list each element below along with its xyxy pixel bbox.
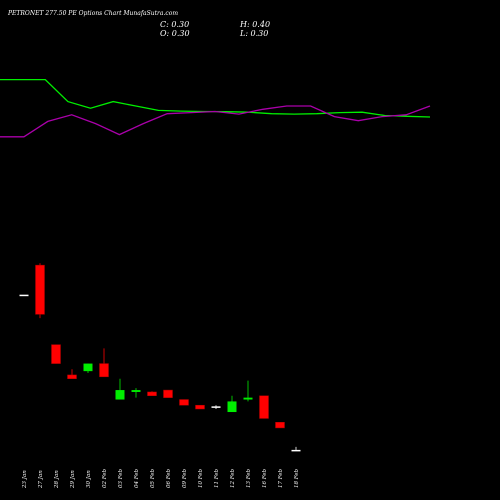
x-tick-label: 10 Feb	[198, 468, 204, 488]
candle-body	[243, 397, 253, 400]
candle-body	[99, 363, 109, 378]
x-tick-label: 23 Jan	[22, 470, 28, 489]
candle	[227, 395, 237, 413]
candle-body	[211, 406, 221, 408]
x-tick-label: 28 Jan	[54, 470, 60, 489]
candle-body	[147, 391, 157, 397]
candle	[83, 363, 93, 374]
candle-body	[35, 264, 45, 315]
x-tick-label: 29 Jan	[70, 470, 76, 489]
candle	[291, 446, 301, 452]
candle-body	[163, 389, 173, 398]
candle	[147, 391, 157, 397]
candle-body	[179, 399, 189, 406]
candle	[195, 404, 205, 410]
candle-body	[19, 294, 29, 297]
chart-title: PETRONET 277.50 PE Options Chart MunafaS…	[8, 10, 179, 17]
candle	[51, 344, 61, 364]
x-tick-label: 11 Feb	[214, 468, 220, 488]
indicator-lines	[0, 78, 431, 138]
candle	[67, 369, 77, 379]
x-tick-label: 02 Feb	[102, 468, 108, 488]
candle	[259, 395, 269, 419]
candle-body	[227, 401, 237, 413]
candle-body	[275, 422, 285, 429]
x-tick-label: 03 Feb	[118, 468, 124, 488]
x-tick-label: 30 Jan	[86, 470, 92, 488]
x-axis-labels: 23 Jan 27 Jan 28 Jan 29 Jan 30 Jan 02 Feb 03 F…	[22, 468, 300, 489]
candle	[243, 380, 253, 402]
x-tick-label: 06 Feb	[166, 468, 172, 488]
x-tick-label: 12 Feb	[230, 468, 236, 488]
candle-body	[195, 404, 205, 410]
x-tick-label: 18 Feb	[294, 468, 300, 488]
x-tick-label: 27 Jan	[38, 470, 44, 489]
candle	[179, 399, 189, 406]
candle	[211, 405, 221, 409]
candle	[131, 388, 141, 398]
candles	[19, 263, 301, 452]
candle-body	[67, 374, 77, 379]
x-tick-label: 17 Feb	[278, 468, 284, 488]
close-value: C: 0.30	[160, 20, 190, 29]
x-tick-label: 09 Feb	[182, 468, 188, 488]
x-tick-label: 16 Feb	[262, 468, 268, 488]
candle	[19, 294, 29, 297]
high-value: H: 0.40	[240, 20, 271, 29]
candle-body	[83, 363, 93, 372]
x-tick-label: 05 Feb	[150, 468, 156, 488]
candle-body	[259, 395, 269, 419]
open-value: O: 0.30	[160, 29, 190, 38]
x-tick-label: 13 Feb	[246, 468, 252, 488]
candle	[99, 348, 109, 378]
indicator-line-magenta	[0, 105, 431, 138]
candle	[275, 422, 285, 429]
candle-body	[131, 390, 141, 392]
candle-body	[115, 390, 125, 400]
candle-body	[51, 344, 61, 364]
x-tick-label: 04 Feb	[134, 468, 140, 488]
candle-body	[291, 449, 301, 452]
candle	[115, 378, 125, 400]
candle	[163, 389, 173, 398]
low-value: L: 0.30	[240, 29, 269, 38]
candle	[35, 263, 45, 319]
